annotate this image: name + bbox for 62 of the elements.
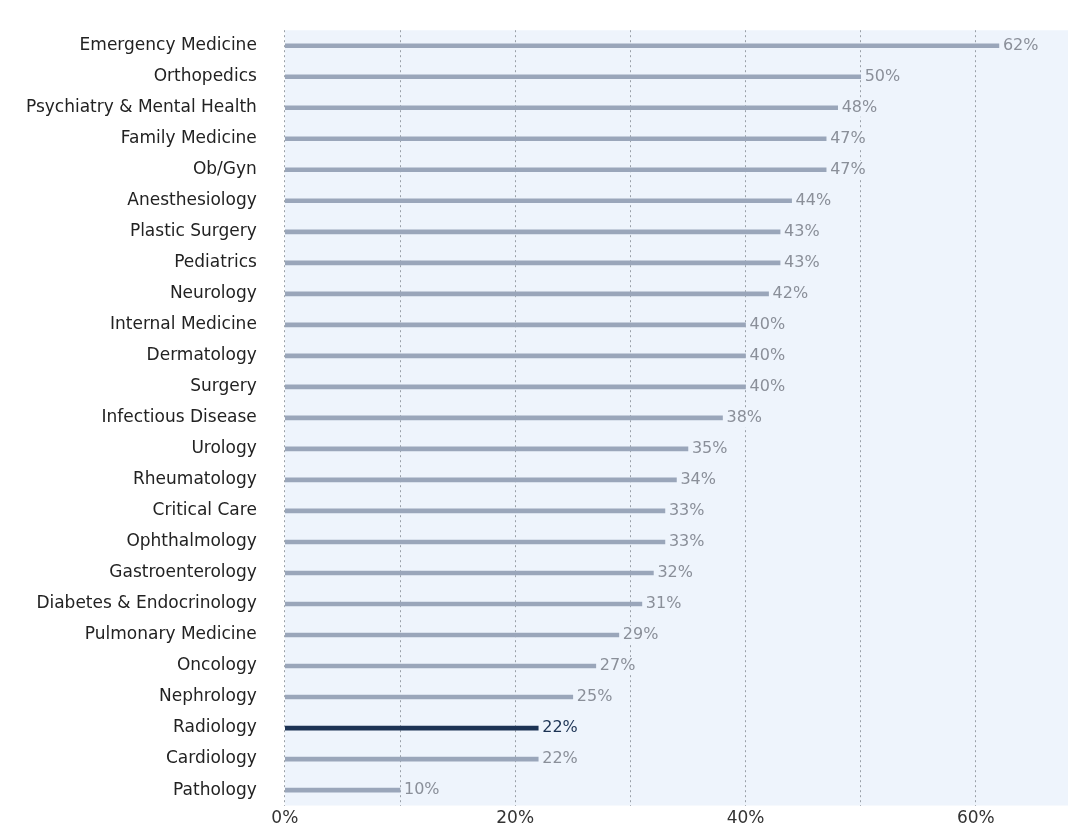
data-label: 40% — [749, 376, 786, 396]
data-label: 10% — [404, 779, 440, 799]
y-tick-label: Urology — [191, 437, 257, 458]
data-label: 35% — [691, 438, 728, 458]
bar — [285, 229, 781, 235]
y-tick-label: Infectious Disease — [101, 406, 257, 427]
data-label: 42% — [772, 282, 809, 302]
bar — [285, 198, 792, 204]
data-label: 47% — [830, 127, 866, 147]
data-label: 25% — [576, 686, 613, 706]
y-tick-label: Ob/Gyn — [192, 158, 257, 179]
data-label: 48% — [841, 96, 878, 116]
data-label: 40% — [749, 345, 786, 365]
y-tick-label: Family Medicine — [120, 127, 257, 148]
y-tick-label: Anesthesiology — [127, 189, 257, 210]
data-label: 22% — [542, 748, 578, 768]
data-label: 40% — [749, 314, 786, 334]
data-label: 33% — [668, 500, 705, 520]
data-label: 33% — [668, 531, 705, 551]
y-tick-label: Nephrology — [159, 685, 257, 706]
x-tick-label: 20% — [496, 807, 535, 828]
data-label: 62% — [1002, 34, 1039, 54]
y-tick-label: Gastroenterology — [109, 561, 257, 582]
data-label: 29% — [622, 624, 659, 644]
bar — [285, 167, 827, 173]
y-tick-label: Ophthalmology — [126, 530, 257, 551]
bar — [285, 260, 781, 266]
data-label: 50% — [864, 65, 901, 85]
y-tick-label: Pulmonary Medicine — [84, 623, 257, 644]
y-tick-label: Plastic Surgery — [129, 220, 257, 241]
y-tick-label: Oncology — [176, 654, 257, 675]
y-tick-label: Internal Medicine — [109, 313, 257, 334]
data-label: 43% — [784, 220, 820, 240]
x-tick-label: 0% — [271, 807, 299, 828]
bar — [285, 74, 862, 80]
y-tick-label: Cardiology — [165, 747, 257, 768]
data-label: 44% — [795, 189, 832, 209]
y-tick-label: Surgery — [190, 375, 257, 396]
data-label: 32% — [657, 562, 693, 582]
bar — [285, 43, 1000, 49]
data-label: 38% — [726, 407, 763, 427]
y-tick-label: Orthopedics — [153, 65, 257, 86]
y-tick-label: Neurology — [169, 282, 257, 303]
y-tick-label: Pathology — [173, 778, 257, 799]
data-label: 31% — [645, 593, 682, 613]
y-tick-label: Dermatology — [146, 344, 257, 365]
y-tick-label: Emergency Medicine — [79, 34, 257, 55]
data-label: 27% — [599, 655, 636, 675]
y-tick-label: Diabetes & Endocrinology — [36, 592, 257, 613]
y-tick-label: Pediatrics — [174, 251, 257, 272]
x-tick-label: 60% — [956, 807, 995, 828]
data-label: 43% — [784, 251, 820, 271]
y-tick-label: Critical Care — [152, 499, 257, 520]
y-tick-label: Radiology — [173, 716, 257, 737]
bar — [285, 105, 838, 111]
data-label: 47% — [830, 158, 866, 178]
x-tick-label: 40% — [726, 807, 765, 828]
y-tick-label: Psychiatry & Mental Health — [25, 96, 257, 117]
data-label: 22% — [542, 717, 578, 737]
y-tick-label: Rheumatology — [133, 468, 257, 489]
bar — [285, 136, 827, 142]
data-label: 34% — [680, 469, 716, 489]
